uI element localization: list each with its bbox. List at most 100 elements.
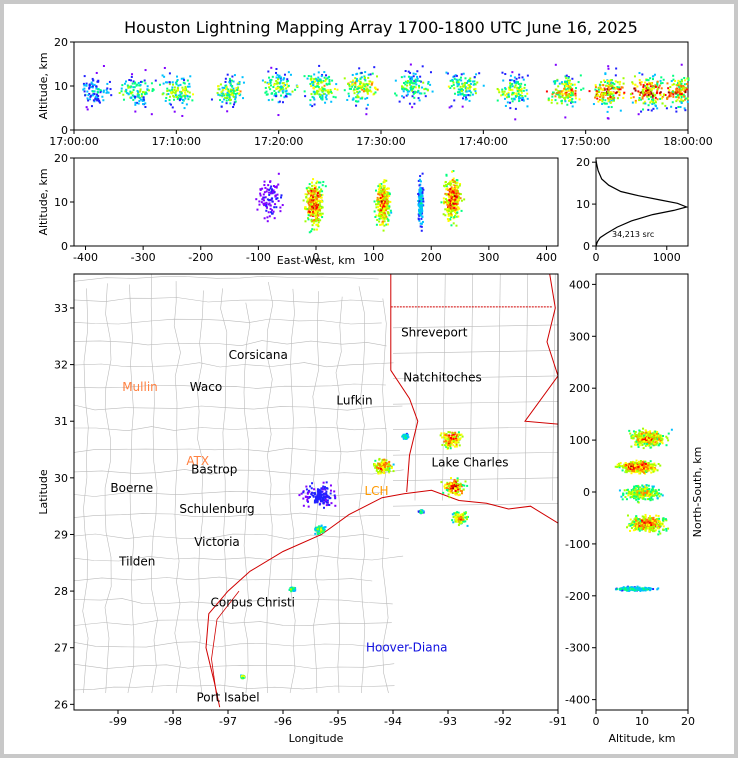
time-altitude-source xyxy=(424,87,427,90)
time-altitude-source xyxy=(617,90,620,93)
north-south-source xyxy=(636,436,639,439)
time-altitude-source xyxy=(465,81,468,84)
north-south-source xyxy=(618,466,621,469)
time-altitude-source xyxy=(652,99,655,102)
time-altitude-source xyxy=(242,81,245,84)
east-west-y-tick-label: 20 xyxy=(54,152,68,165)
north-south-source xyxy=(658,442,661,445)
time-altitude-source xyxy=(467,94,470,97)
time-altitude-source xyxy=(358,85,361,88)
time-altitude-source xyxy=(232,105,235,108)
time-altitude-source xyxy=(99,91,102,94)
east-west-source xyxy=(313,218,316,221)
time-altitude-source xyxy=(369,89,372,92)
plan-view-source xyxy=(445,445,448,448)
time-altitude-source xyxy=(466,80,469,83)
plan-view-source xyxy=(307,505,310,508)
east-west-source xyxy=(313,205,316,208)
north-south-source xyxy=(630,467,633,470)
east-west-source xyxy=(314,203,317,206)
north-south-source xyxy=(642,431,645,434)
east-west-source xyxy=(304,193,307,196)
latitude-tick-label: 32 xyxy=(54,359,68,372)
time-altitude-source xyxy=(465,86,468,89)
time-altitude-source xyxy=(410,86,413,89)
plan-view-source xyxy=(308,495,311,498)
plan-view-source xyxy=(327,495,330,498)
time-altitude-source xyxy=(364,79,367,82)
time-altitude-source xyxy=(473,76,476,79)
time-altitude-source xyxy=(324,96,327,99)
time-altitude-source xyxy=(168,83,171,86)
time-altitude-source xyxy=(92,99,95,102)
time-altitude-source xyxy=(408,81,411,84)
north-south-source xyxy=(647,461,650,464)
east-west-source xyxy=(270,190,273,193)
time-altitude-source xyxy=(654,96,657,99)
east-west-source xyxy=(446,207,449,210)
time-altitude-source xyxy=(359,81,362,84)
time-altitude-source xyxy=(508,88,511,91)
time-altitude-y-tick-label: 10 xyxy=(54,80,68,93)
time-altitude-source xyxy=(516,86,519,89)
time-altitude-source xyxy=(503,90,506,93)
north-south-source xyxy=(661,442,664,445)
plan-view-source xyxy=(420,511,423,514)
north-south-source xyxy=(638,429,641,432)
time-altitude-source xyxy=(84,94,87,97)
time-altitude-source xyxy=(509,79,512,82)
time-altitude-source xyxy=(566,82,569,85)
east-west-source xyxy=(385,202,388,205)
east-west-source xyxy=(418,219,421,222)
north-south-source xyxy=(626,465,629,468)
east-west-source xyxy=(421,210,424,213)
north-south-source xyxy=(644,472,647,475)
time-altitude-source xyxy=(110,94,113,97)
north-south-source xyxy=(636,443,639,446)
time-altitude-source xyxy=(602,92,605,95)
time-altitude-source xyxy=(376,75,379,78)
time-altitude-source xyxy=(366,96,369,99)
plan-view-source xyxy=(388,463,391,466)
plan-view-source xyxy=(388,460,391,463)
time-altitude-source xyxy=(501,90,504,93)
north-south-source xyxy=(645,437,648,440)
time-altitude-source xyxy=(133,82,136,85)
time-altitude-source xyxy=(169,95,172,98)
plan-view-source xyxy=(454,487,457,490)
plan-view-source xyxy=(464,480,467,483)
east-west-source xyxy=(305,208,308,211)
time-altitude-source xyxy=(413,91,416,94)
time-altitude-source xyxy=(273,94,276,97)
north-south-source xyxy=(656,469,659,472)
time-altitude-source xyxy=(559,92,562,95)
time-altitude-source xyxy=(346,98,349,101)
city-label: Bastrop xyxy=(191,462,237,476)
county-line xyxy=(82,288,89,694)
time-altitude-source xyxy=(86,108,89,111)
time-altitude-source xyxy=(400,76,403,79)
time-altitude-source xyxy=(445,71,448,74)
plan-view-source xyxy=(449,441,452,444)
time-altitude-source xyxy=(416,70,419,73)
plan-view-source xyxy=(310,493,313,496)
time-altitude-source xyxy=(171,88,174,91)
plan-view-source xyxy=(315,495,318,498)
east-west-source xyxy=(312,178,315,181)
east-west-source xyxy=(450,196,453,199)
plan-view-source xyxy=(452,481,455,484)
north-south-source xyxy=(640,462,643,465)
east-west-source xyxy=(453,188,456,191)
time-altitude-source xyxy=(83,84,86,87)
time-altitude-source xyxy=(472,80,475,83)
time-altitude-source xyxy=(417,97,420,100)
east-west-source xyxy=(378,209,381,212)
time-altitude-source xyxy=(363,87,366,90)
time-altitude-source xyxy=(457,83,460,86)
time-altitude-source xyxy=(565,85,568,88)
north-south-source xyxy=(649,430,652,433)
time-altitude-source xyxy=(554,81,557,84)
time-altitude-source xyxy=(515,82,518,85)
north-south-source xyxy=(649,446,652,449)
east-west-source xyxy=(457,196,460,199)
